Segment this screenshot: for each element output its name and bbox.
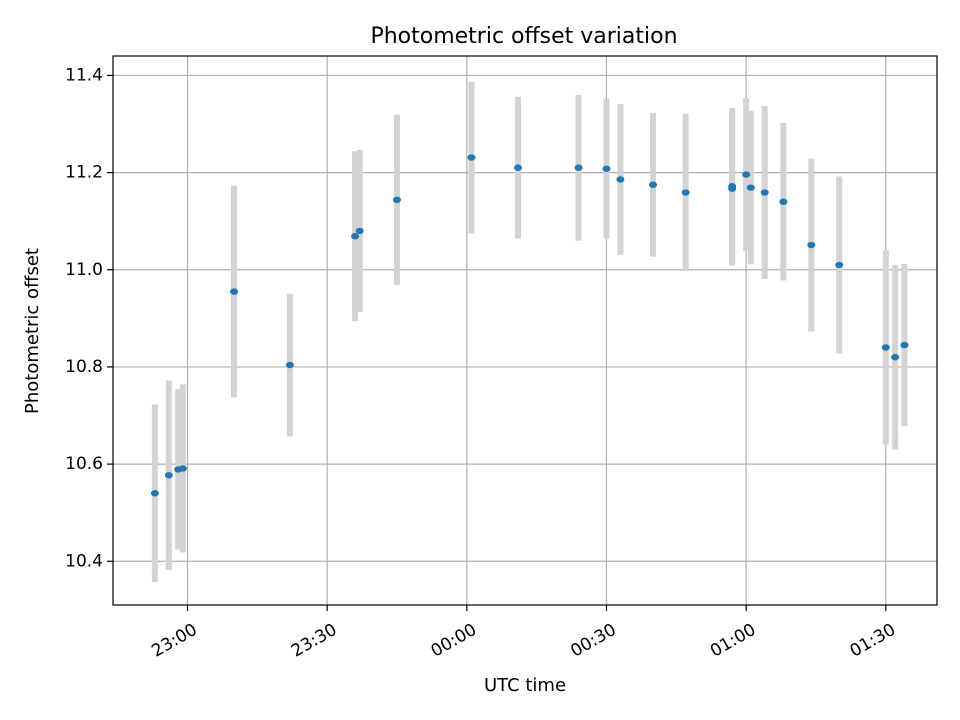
data-point: [616, 176, 625, 183]
data-point: [742, 171, 751, 178]
data-point: [150, 490, 159, 497]
y-tick-label: 11.2: [65, 163, 103, 183]
x-tick-label: 23:30: [288, 620, 340, 662]
data-point: [649, 181, 658, 188]
data-point: [392, 196, 401, 204]
x-tick-label: 00:30: [567, 620, 619, 662]
plot-area-frame: [112, 55, 938, 606]
x-tick-label: 23:00: [148, 620, 200, 662]
x-axis-ticks: 23:00 23:30 00:00 00:30 01:00 01:30: [148, 605, 899, 662]
data-point: [891, 354, 900, 361]
x-axis-label: UTC time: [484, 675, 566, 696]
y-tick-label: 11.0: [65, 260, 103, 280]
y-tick-label: 11.4: [65, 65, 103, 85]
data-point: [164, 472, 173, 479]
data-point: [681, 189, 690, 196]
chart-title: Photometric offset variation: [370, 24, 677, 49]
data-point: [602, 165, 611, 172]
data-point: [178, 465, 187, 472]
y-tick-label: 10.6: [65, 454, 103, 474]
data-point: [574, 164, 583, 171]
y-axis-label: Photometric offset: [22, 248, 43, 414]
data-point: [351, 233, 360, 240]
data-point: [514, 164, 523, 171]
y-axis-ticks: 10.4 10.6 10.8 11.0 11.2 11.4: [65, 65, 113, 571]
data-point: [355, 227, 364, 235]
data-point: [881, 344, 890, 351]
data-point: [728, 185, 737, 192]
x-tick-label: 01:00: [707, 620, 759, 662]
data-point: [746, 184, 755, 191]
error-bars: [151, 81, 908, 583]
y-tick-label: 10.8: [65, 357, 103, 377]
data-point: [467, 154, 476, 161]
data-point: [835, 261, 844, 269]
y-tick-label: 10.4: [65, 551, 103, 571]
data-point: [807, 241, 816, 249]
x-tick-label: 00:00: [428, 620, 480, 662]
x-tick-label: 01:30: [847, 620, 899, 662]
data-point: [760, 189, 769, 196]
data-point: [900, 341, 909, 349]
data-point: [779, 198, 788, 205]
data-points: [150, 154, 909, 497]
data-point: [285, 361, 294, 369]
data-point: [230, 288, 239, 295]
